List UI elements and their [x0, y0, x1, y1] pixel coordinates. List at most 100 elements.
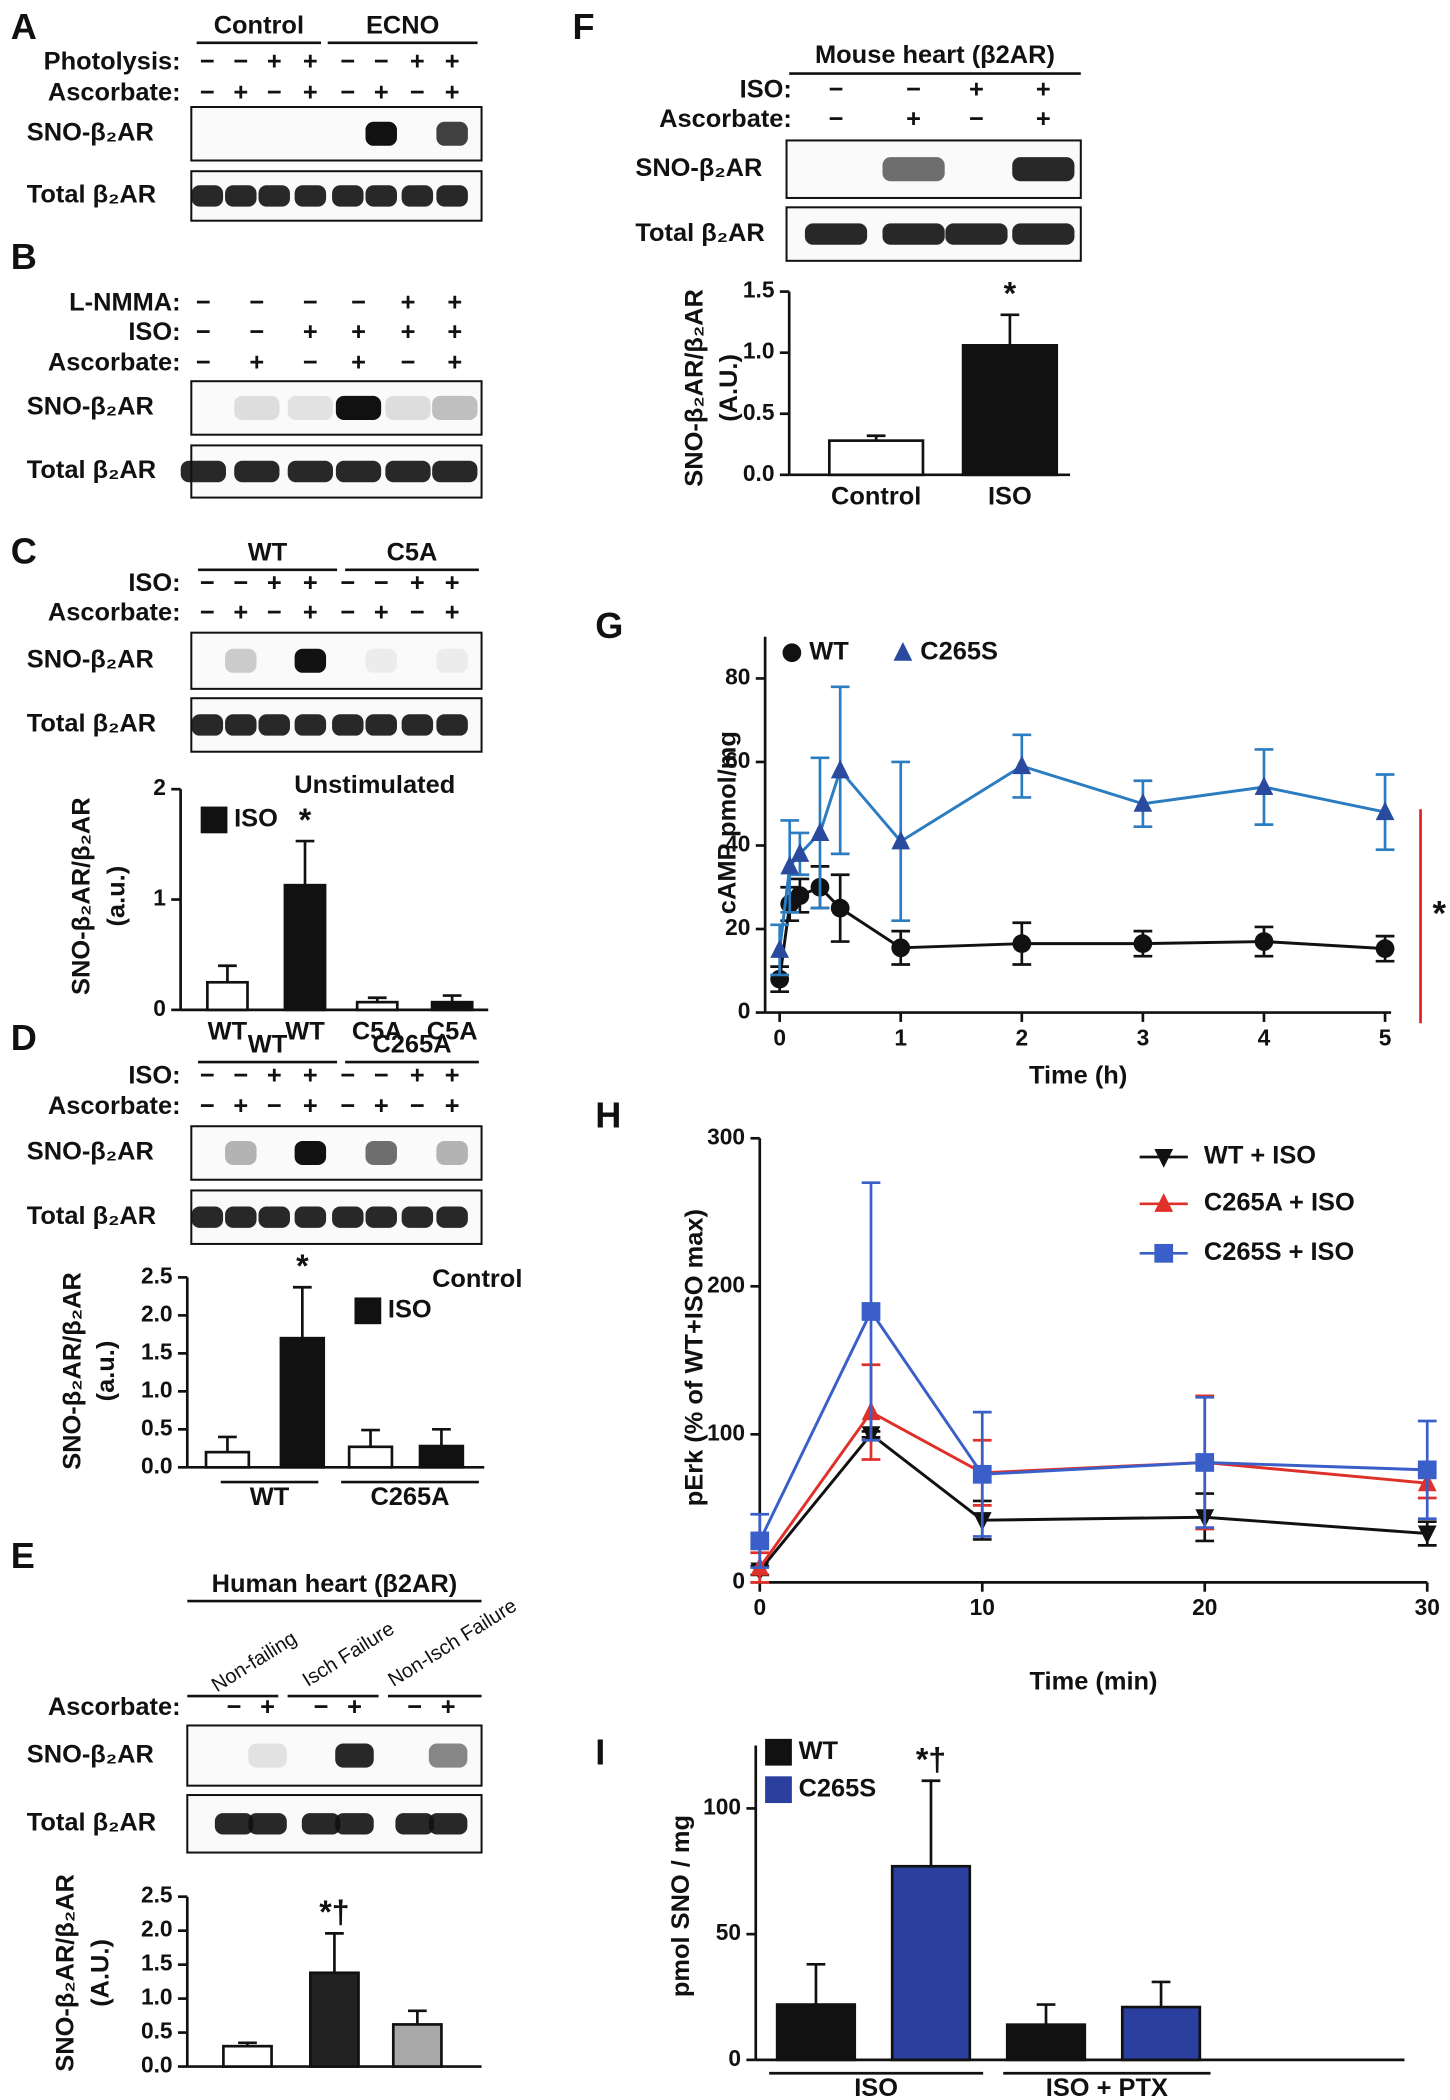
panel-label: A — [11, 6, 37, 47]
x-axis-label: Time (min) — [1030, 1667, 1158, 1695]
value-annotation: * — [299, 802, 312, 838]
sign: − — [340, 569, 355, 597]
legend-label: Control — [432, 1265, 522, 1293]
legend-marker — [1154, 1243, 1174, 1263]
sign: − — [374, 1061, 389, 1089]
sign: + — [267, 1061, 282, 1089]
sign: + — [233, 599, 248, 627]
point — [1195, 1453, 1215, 1472]
y-tick-label: 0.5 — [743, 399, 775, 425]
row-label: Ascorbate: — [48, 599, 181, 627]
sign: − — [249, 318, 264, 346]
sign: − — [233, 569, 248, 597]
point — [810, 822, 830, 841]
band — [294, 1206, 327, 1228]
band — [294, 714, 327, 736]
band — [214, 1813, 254, 1835]
point — [861, 1302, 881, 1321]
sign: + — [969, 76, 984, 104]
band-label: SNO-β₂AR — [27, 1740, 154, 1768]
band — [436, 1206, 468, 1228]
group-label: ECNO — [366, 11, 439, 39]
point — [1012, 755, 1032, 775]
band — [395, 1813, 434, 1835]
sign: + — [303, 318, 318, 346]
sign: − — [410, 1092, 425, 1120]
point — [770, 939, 790, 958]
band — [225, 1206, 257, 1228]
y-axis-label: SNO-β₂AR/β₂AR — [680, 289, 708, 487]
series-line — [778, 885, 1386, 980]
sign: − — [410, 78, 425, 106]
row-label: ISO: — [128, 1061, 180, 1089]
blot-frame — [190, 631, 483, 690]
y-axis-label: SNO-β₂AR/β₂AR — [68, 797, 96, 995]
row-label: Ascorbate: — [48, 1092, 181, 1120]
sign: − — [829, 105, 844, 133]
band-label: SNO-β₂AR — [635, 154, 762, 182]
band — [428, 1743, 468, 1768]
legend-label: WT + ISO — [1204, 1142, 1316, 1170]
sign: + — [267, 569, 282, 597]
sign: + — [445, 78, 460, 106]
bar — [204, 1450, 251, 1469]
y-axis-label: pmol SNO / mg — [667, 1815, 695, 1997]
x-tick-label: 10 — [970, 1594, 995, 1620]
bar — [309, 1971, 360, 2068]
row-label: Ascorbate: — [48, 349, 181, 377]
group-label: ISO — [854, 2074, 898, 2100]
y-tick-label: 60 — [725, 747, 750, 773]
sign: + — [374, 78, 389, 106]
y-tick-label: 0.5 — [141, 2018, 173, 2044]
series-line — [778, 764, 1386, 951]
legend-swatch — [398, 1266, 426, 1294]
bar — [827, 439, 925, 477]
sign: + — [351, 318, 366, 346]
sign: − — [267, 78, 282, 106]
legend-label: C265A + ISO — [1204, 1189, 1355, 1217]
panel-label: G — [595, 605, 623, 646]
sign: + — [401, 318, 416, 346]
legend-swatch — [260, 773, 288, 800]
legend-label: C265S + ISO — [1204, 1238, 1354, 1266]
band — [401, 714, 434, 736]
point — [1254, 776, 1274, 796]
band — [385, 395, 431, 420]
panel-label: E — [11, 1535, 35, 1576]
sign: + — [267, 48, 282, 76]
band — [191, 714, 224, 736]
band — [287, 460, 333, 483]
sign: − — [200, 1092, 215, 1120]
sign: − — [200, 599, 215, 627]
panel-label: C — [11, 530, 37, 571]
y-tick-label: 0 — [153, 995, 166, 1021]
y-axis-label: cAMP pmol/mg — [714, 731, 742, 914]
legend-swatch — [765, 1738, 792, 1766]
sign: + — [401, 288, 416, 316]
band — [294, 648, 327, 673]
band — [225, 714, 257, 736]
band — [1012, 223, 1075, 245]
sign: − — [340, 1061, 355, 1089]
point — [1417, 1525, 1437, 1545]
row-label: Ascorbate: — [659, 105, 792, 133]
sign: − — [374, 48, 389, 76]
legend-label: C265S — [920, 637, 998, 665]
sign: + — [445, 599, 460, 627]
sign: + — [303, 1092, 318, 1120]
band — [294, 185, 327, 207]
band — [365, 714, 397, 736]
group-label: C5A — [387, 538, 438, 566]
value-annotation: * — [296, 1248, 309, 1284]
band — [882, 223, 945, 245]
bar — [283, 883, 327, 1012]
blot-frame — [190, 1125, 483, 1181]
band — [332, 714, 364, 736]
x-tick-label: WT — [285, 1017, 325, 1045]
y-tick-label: 20 — [725, 914, 750, 940]
sign: + — [303, 599, 318, 627]
point — [1375, 801, 1395, 821]
bar — [355, 1000, 399, 1012]
x-tick-label: 3 — [1137, 1024, 1150, 1050]
sign: + — [303, 1061, 318, 1089]
